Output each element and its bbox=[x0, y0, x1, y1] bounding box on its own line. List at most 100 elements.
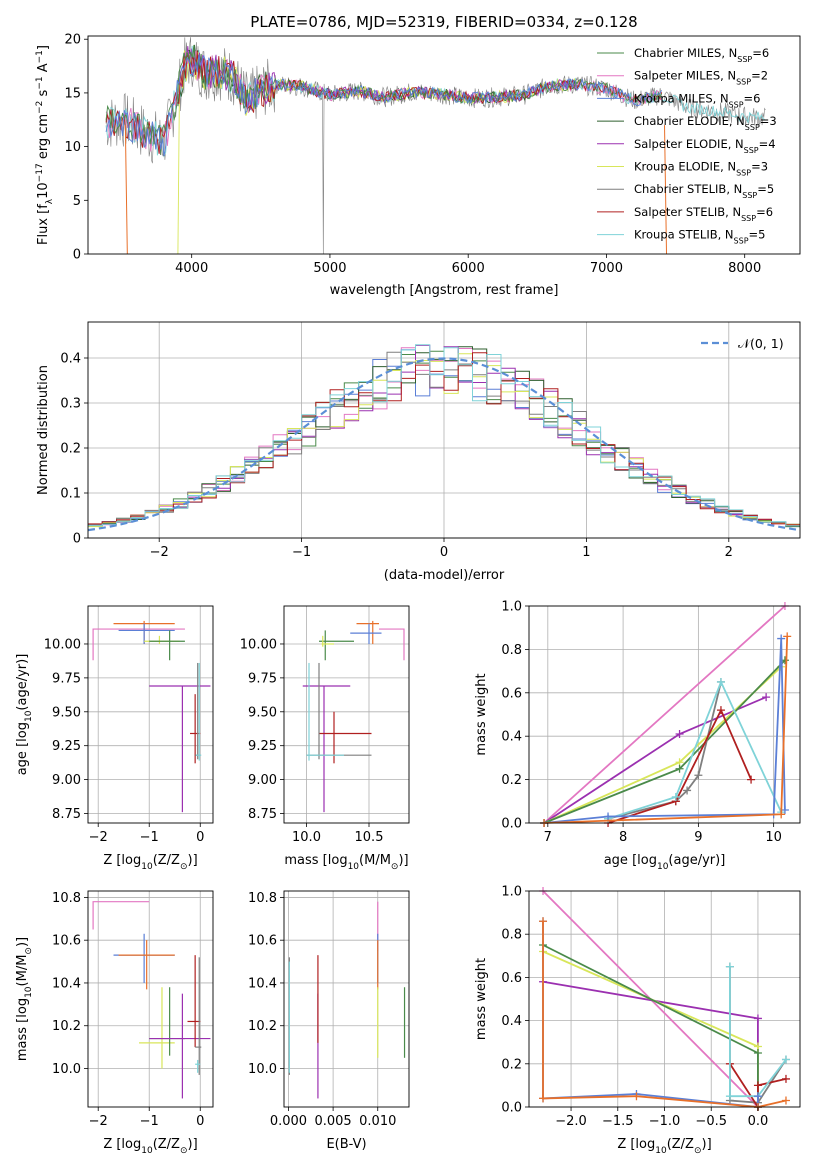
x-axis-label: (data-model)/error bbox=[384, 568, 505, 583]
errorbar-marker bbox=[379, 628, 405, 661]
normal-reference-curve bbox=[87, 357, 801, 532]
spectrum-panel: 4000 5000 6000 7000 8000 0 5 10 15 20 wavelength [… bbox=[35, 33, 801, 298]
weight-point-marker bbox=[780, 805, 789, 814]
weight-series-line bbox=[542, 950, 759, 1107]
y-tick-label: 9.75 bbox=[248, 671, 277, 686]
weight-series-line bbox=[544, 636, 789, 824]
x-axis-label: mass [log10(M/M⊙)] bbox=[284, 853, 408, 872]
x-tick-label: −1.5 bbox=[602, 1114, 634, 1129]
weight-point-marker bbox=[539, 917, 548, 926]
residuals-panel: −2 −1 0 1 2 0 0.1 0.2 0.3 0.4 (data-model)/error No… bbox=[36, 321, 801, 583]
x-tick-label: 7000 bbox=[590, 261, 623, 276]
y-tick-label: 8.75 bbox=[52, 807, 81, 822]
weight-point-marker bbox=[725, 1092, 734, 1101]
x-tick-label: 7 bbox=[544, 830, 552, 845]
errorbar-marker bbox=[92, 901, 150, 930]
y-tick-label: 10.2 bbox=[52, 1019, 81, 1034]
age_vs_Z-panel: −2 −1 0 8.75 9.00 9.25 9.50 9.75 10.00 Z [log10(Z… bbox=[15, 605, 214, 872]
weight-point-marker bbox=[781, 1074, 790, 1083]
weight-point-marker bbox=[675, 764, 684, 773]
y-tick-label: 0.4 bbox=[501, 1014, 522, 1029]
y-tick-label: 0.2 bbox=[501, 1057, 522, 1072]
weight-point-marker bbox=[716, 677, 725, 686]
axes-frame bbox=[87, 35, 801, 255]
weight-series-line bbox=[543, 605, 786, 824]
axes-frame bbox=[87, 605, 214, 824]
x-tick-label: −2 bbox=[150, 545, 169, 560]
x-tick-label: −1 bbox=[292, 545, 311, 560]
y-tick-label: 5 bbox=[73, 194, 81, 209]
x-tick-label: 6000 bbox=[452, 261, 485, 276]
weight_vs_age-panel: 7 8 9 10 0.0 0.2 0.4 0.6 0.8 1.0 age [log10(age/yr… bbox=[474, 600, 801, 872]
y-axis-label: Flux [fλ10−17 erg cm−2 s−1 A−1] bbox=[35, 45, 55, 245]
weight-point-marker bbox=[671, 792, 680, 801]
y-tick-label: 0.1 bbox=[60, 487, 81, 502]
y-tick-label: 9.25 bbox=[52, 739, 81, 754]
y-tick-label: 10.6 bbox=[52, 934, 81, 949]
legend-label: Chabrier STELIB, NSSP=5 bbox=[634, 182, 774, 200]
x-tick-label: 10.0 bbox=[292, 830, 321, 845]
weight-point-marker bbox=[694, 771, 703, 780]
y-tick-label: 1.0 bbox=[501, 600, 522, 615]
y-tick-label: 9.25 bbox=[248, 739, 277, 754]
axes-frame bbox=[283, 890, 410, 1108]
x-axis-label: E(B-V) bbox=[326, 1137, 366, 1152]
y-tick-label: 0.6 bbox=[501, 686, 522, 701]
legend-label: Kroupa STELIB, NSSP=5 bbox=[634, 228, 765, 246]
weight-point-marker bbox=[539, 1094, 548, 1103]
axes-frame bbox=[283, 605, 410, 824]
x-tick-label: 1 bbox=[582, 545, 590, 560]
weight-point-marker bbox=[777, 634, 786, 643]
legend-label: Chabrier MILES, NSSP=6 bbox=[634, 46, 769, 64]
y-tick-label: 0.0 bbox=[501, 1101, 522, 1116]
x-tick-label: −2 bbox=[89, 830, 108, 845]
weight-point-marker bbox=[604, 812, 613, 821]
x-tick-label: 0.005 bbox=[314, 1114, 351, 1129]
y-tick-label: 0.4 bbox=[60, 352, 81, 367]
y-axis-label: age [log10(age/yr)] bbox=[15, 654, 34, 776]
y-tick-label: 9.00 bbox=[248, 773, 277, 788]
y-tick-label: 20 bbox=[64, 33, 81, 48]
x-tick-label: 8000 bbox=[728, 261, 761, 276]
weight_vs_Z-panel: −2.0 −1.5 −1.0 −0.5 0.0 0.0 0.2 0.4 0.6 0.8 1.0 Z [… bbox=[474, 885, 801, 1156]
x-tick-label: 8 bbox=[619, 830, 627, 845]
x-axis-label: age [log10(age/yr)] bbox=[604, 853, 726, 872]
x-tick-label: 0 bbox=[196, 1114, 204, 1129]
y-axis-label: Normed distribution bbox=[36, 365, 51, 495]
weight-point-marker bbox=[753, 1049, 762, 1057]
y-tick-label: 0 bbox=[73, 532, 81, 547]
legend-label: Kroupa ELODIE, NSSP=3 bbox=[634, 160, 768, 178]
x-axis-label: Z [log10(Z/Z⊙)] bbox=[617, 1137, 711, 1156]
y-tick-label: 9.00 bbox=[52, 773, 81, 788]
age_vs_mass-panel: 10.0 10.5 8.75 9.00 9.25 9.50 9.75 10.00 mass [l… bbox=[240, 605, 410, 872]
y-tick-label: 10 bbox=[64, 140, 81, 155]
weight-series-line bbox=[542, 944, 759, 1107]
axes-frame bbox=[87, 890, 214, 1108]
y-tick-label: 8.75 bbox=[248, 807, 277, 822]
x-tick-label: 4000 bbox=[175, 261, 208, 276]
x-tick-label: −1 bbox=[140, 1114, 159, 1129]
y-tick-label: 15 bbox=[64, 86, 81, 101]
x-axis-label: Z [log10(Z/Z⊙)] bbox=[103, 853, 197, 872]
x-tick-label: 0.0 bbox=[748, 1114, 769, 1129]
y-tick-label: 9.50 bbox=[52, 705, 81, 720]
mass_vs_Z-panel: −2 −1 0 10.0 10.2 10.4 10.6 10.8 Z [log10(Z/Z⊙)]… bbox=[15, 890, 214, 1156]
x-tick-label: 0.010 bbox=[359, 1114, 396, 1129]
x-tick-label: −2.0 bbox=[555, 1114, 587, 1129]
histogram-series bbox=[88, 352, 800, 526]
y-tick-label: 10.4 bbox=[52, 976, 81, 991]
y-tick-label: 9.75 bbox=[52, 671, 81, 686]
y-tick-label: 9.50 bbox=[248, 705, 277, 720]
mass_vs_ebv-panel: 0.000 0.005 0.010 10.0 10.2 10.4 10.6 10.8 E(B-V… bbox=[248, 890, 410, 1152]
weight-series-line bbox=[607, 679, 783, 820]
weight-series-line bbox=[607, 708, 752, 824]
weight-point-marker bbox=[753, 1081, 762, 1090]
weight-point-marker bbox=[753, 1014, 762, 1023]
legend-label: Kroupa MILES, NSSP=6 bbox=[634, 91, 760, 109]
legend-label: Salpeter ELODIE, NSSP=4 bbox=[634, 137, 776, 155]
y-tick-label: 0.8 bbox=[501, 928, 522, 943]
x-axis-label: Z [log10(Z/Z⊙)] bbox=[103, 1137, 197, 1156]
y-tick-label: 1.0 bbox=[501, 885, 522, 900]
x-tick-label: 2 bbox=[725, 545, 733, 560]
